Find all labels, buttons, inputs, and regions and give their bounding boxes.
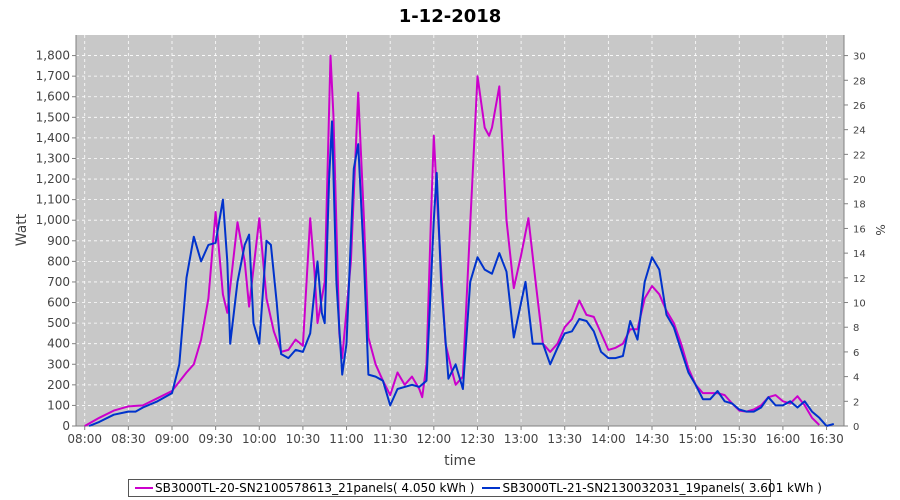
- y-tick-label: 800: [47, 254, 70, 268]
- x-tick-label: 11:00: [329, 432, 364, 446]
- x-tick-label: 13:30: [547, 432, 582, 446]
- x-tick-label: 08:30: [111, 432, 146, 446]
- x-axis-ticks: 08:00 08:30 09:00 09:30 10:00 10:30 11:00 11:30…: [67, 426, 844, 446]
- x-axis-label: time: [444, 453, 476, 469]
- x-tick-label: 10:00: [242, 432, 277, 446]
- y-tick-label: 500: [47, 316, 70, 330]
- y-tick-label: 400: [47, 337, 70, 351]
- y2-tick-label: 12: [853, 274, 866, 285]
- legend-label-series-1: SB3000TL-20-SN2100578613_21panels( 4.050…: [155, 481, 475, 495]
- legend-swatch-series-2: [482, 487, 501, 489]
- plot-area: [76, 35, 844, 426]
- y-tick-label: 1,100: [36, 193, 70, 207]
- y2-tick-label: 16: [853, 224, 866, 235]
- y2-tick-label: 20: [853, 175, 866, 186]
- x-tick-label: 08:00: [67, 432, 102, 446]
- y-tick-label: 0: [62, 419, 70, 433]
- y-tick-label: 1,400: [36, 131, 70, 145]
- grid-lines: [76, 35, 844, 426]
- y2-tick-label: 26: [853, 101, 866, 112]
- y2-tick-label: 28: [853, 76, 866, 87]
- y-tick-label: 1,500: [36, 110, 70, 124]
- y2-tick-label: 4: [853, 373, 859, 384]
- y2-tick-label: 8: [853, 323, 859, 334]
- y-tick-label: 900: [47, 234, 70, 248]
- y-tick-label: 1,600: [36, 90, 70, 104]
- x-tick-label: 10:30: [286, 432, 321, 446]
- y2-tick-label: 18: [853, 200, 866, 211]
- x-tick-label: 14:00: [591, 432, 626, 446]
- legend-item-series-2: SB3000TL-21-SN2130032031_19panels( 3.601…: [482, 481, 822, 495]
- y2-tick-label: 10: [853, 299, 866, 310]
- chart-title: 1-12-2018: [399, 6, 502, 27]
- y-tick-label: 300: [47, 357, 70, 371]
- x-tick-label: 14:30: [635, 432, 670, 446]
- x-tick-label: 12:30: [460, 432, 495, 446]
- y2-tick-label: 6: [853, 348, 859, 359]
- y2-tick-label: 22: [853, 150, 866, 161]
- legend-label-series-2: SB3000TL-21-SN2130032031_19panels( 3.601…: [502, 481, 822, 495]
- y-tick-label: 600: [47, 296, 70, 310]
- legend: SB3000TL-20-SN2100578613_21panels( 4.050…: [128, 479, 822, 497]
- legend-swatch-series-1: [135, 487, 153, 489]
- y-axis-label: Watt: [14, 213, 30, 246]
- y-tick-label: 100: [47, 398, 70, 412]
- y2-tick-label: 0: [853, 422, 859, 433]
- series-line-2: [88, 120, 835, 427]
- x-tick-label: 16:00: [766, 432, 801, 446]
- x-tick-label: 15:30: [722, 432, 757, 446]
- x-tick-label: 09:00: [155, 432, 190, 446]
- y2-tick-label: 30: [853, 52, 866, 63]
- x-tick-label: 11:30: [373, 432, 408, 446]
- x-tick-label: 09:30: [198, 432, 233, 446]
- series-lines: [84, 54, 835, 427]
- y2-tick-label: 14: [853, 249, 866, 260]
- y2-tick-label: 24: [853, 126, 866, 137]
- y-axis-ticks: 0 100 200 300 400 500 600 700 800 900 1,000 1,100 1,…: [36, 49, 76, 433]
- y2-axis-label: %: [873, 224, 887, 235]
- y-tick-label: 200: [47, 378, 70, 392]
- legend-item-series-1: SB3000TL-20-SN2100578613_21panels( 4.050…: [135, 481, 474, 495]
- y-tick-label: 700: [47, 275, 70, 289]
- y-tick-label: 1,700: [36, 69, 70, 83]
- y2-tick-label: 2: [853, 397, 859, 408]
- x-tick-label: 16:30: [809, 432, 844, 446]
- y-tick-label: 1,300: [36, 151, 70, 165]
- y-tick-label: 1,800: [36, 49, 70, 63]
- y-tick-label: 1,000: [36, 213, 70, 227]
- x-tick-label: 15:00: [678, 432, 713, 446]
- x-tick-label: 13:00: [504, 432, 539, 446]
- y-tick-label: 1,200: [36, 172, 70, 186]
- x-tick-label: 12:00: [417, 432, 452, 446]
